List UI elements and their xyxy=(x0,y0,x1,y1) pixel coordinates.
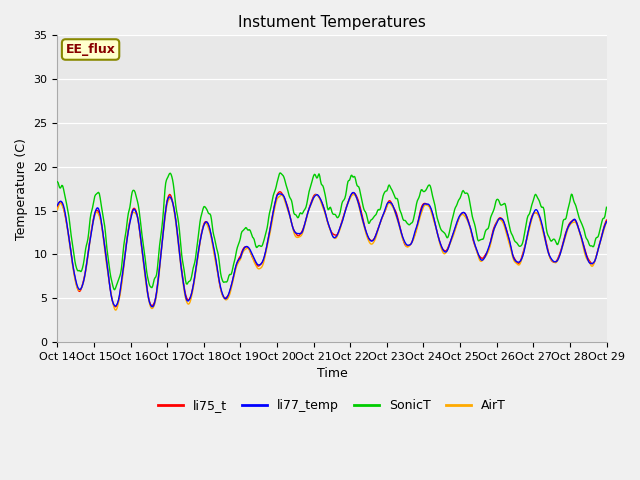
Legend: li75_t, li77_temp, SonicT, AirT: li75_t, li77_temp, SonicT, AirT xyxy=(153,394,511,417)
Text: EE_flux: EE_flux xyxy=(66,43,115,56)
X-axis label: Time: Time xyxy=(317,367,348,380)
Title: Instument Temperatures: Instument Temperatures xyxy=(238,15,426,30)
Y-axis label: Temperature (C): Temperature (C) xyxy=(15,138,28,240)
